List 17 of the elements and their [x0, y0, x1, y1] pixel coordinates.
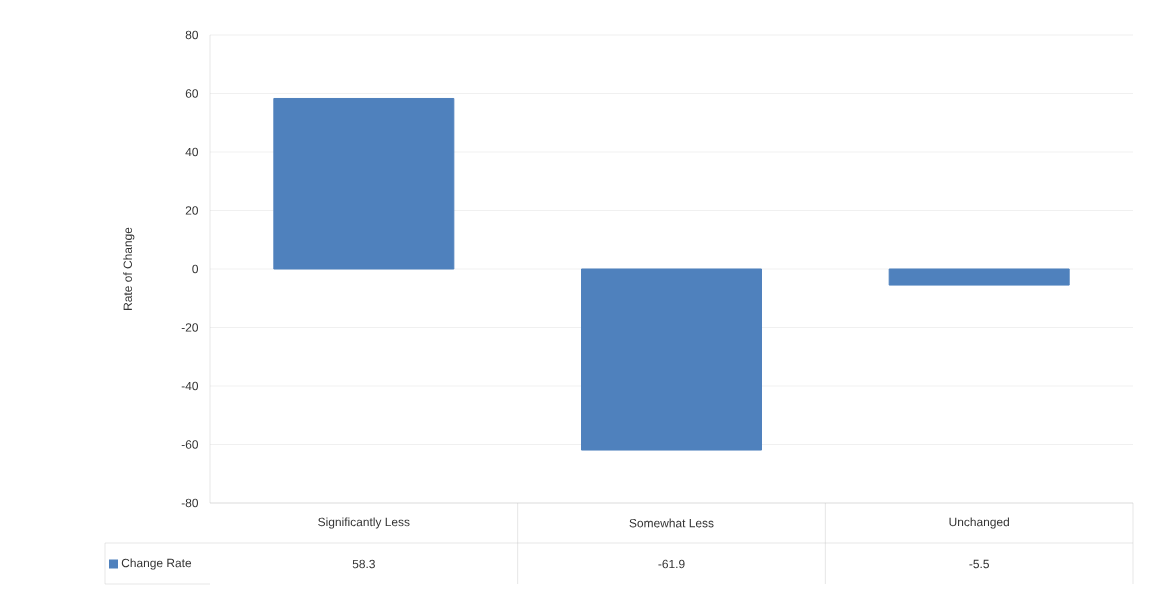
y-tick-label: 60 — [185, 89, 199, 98]
x-tick-label: Significantly Less — [318, 517, 410, 529]
y-tick-label: 40 — [185, 147, 199, 157]
data-label: -5.5 — [969, 559, 989, 569]
data-label: -61.9 — [658, 559, 685, 569]
x-tick-label: Somewhat Less — [629, 518, 714, 528]
y-tick-label: 0 — [192, 264, 199, 274]
y-tick-label: -60 — [181, 440, 199, 449]
y-tick-label: -40 — [181, 381, 199, 391]
data-label: 58.3 — [352, 559, 375, 569]
x-tick-label: Unchanged — [949, 517, 1009, 529]
y-tick-label: 80 — [185, 30, 199, 40]
y-tick-label: -20 — [181, 323, 199, 332]
y-axis-title: Rate of Change — [123, 227, 135, 310]
y-tick-label: 20 — [185, 206, 199, 215]
legend-label: Change Rate — [121, 558, 192, 570]
y-tick-label: -80 — [181, 498, 199, 508]
